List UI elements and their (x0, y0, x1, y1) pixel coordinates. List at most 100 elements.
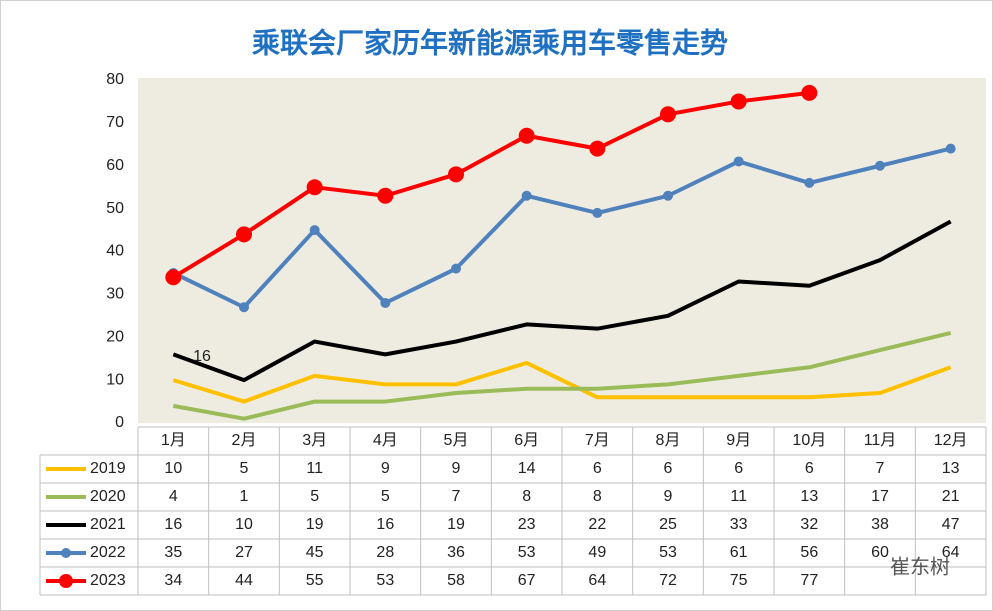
table-value: 25 (659, 516, 677, 533)
table-value: 49 (588, 544, 606, 561)
point (165, 269, 182, 286)
x-tick-label: 2月 (232, 432, 257, 449)
y-tick-label: 60 (106, 157, 124, 174)
series-line (172, 90, 810, 279)
x-tick-label: 7月 (585, 432, 610, 449)
table-value: 45 (306, 544, 324, 561)
point (592, 207, 603, 218)
table-value: 8 (593, 488, 602, 505)
table-value: 17 (871, 488, 889, 505)
table-value: 33 (730, 516, 748, 533)
table-value: 9 (664, 488, 673, 505)
y-tick-label: 50 (106, 200, 124, 217)
point (380, 297, 391, 308)
table-value: 56 (800, 544, 818, 561)
point (518, 127, 535, 144)
point (875, 160, 885, 171)
legend-label: 2021 (90, 516, 126, 533)
table-value: 77 (800, 572, 818, 589)
table-value: 72 (659, 572, 677, 589)
table-value: 19 (306, 516, 324, 533)
point (660, 106, 676, 123)
legend-label: 2023 (90, 572, 126, 589)
y-tick-label: 40 (106, 243, 124, 260)
table-value: 9 (452, 460, 461, 477)
table-value: 11 (306, 460, 323, 477)
series-line (172, 219, 952, 383)
x-tick-label: 8月 (656, 432, 681, 449)
point (306, 179, 323, 196)
legend-label: 2019 (90, 460, 126, 477)
chart-title: 乘联会厂家历年新能源乘用车零售走势 (252, 26, 728, 58)
table-value: 13 (942, 460, 960, 477)
table-value: 10 (235, 516, 253, 533)
table-value: 14 (518, 460, 536, 477)
table-value: 1 (240, 488, 249, 505)
table-value: 22 (588, 516, 606, 533)
plot-area (138, 78, 986, 423)
x-tick-label: 6月 (514, 432, 539, 449)
point (589, 140, 606, 157)
table-value: 47 (942, 516, 960, 533)
table-value: 7 (452, 488, 461, 505)
table-value: 53 (659, 544, 677, 561)
table-value: 10 (164, 460, 182, 477)
x-tick-label: 9月 (726, 432, 751, 449)
series-line (172, 360, 952, 404)
table-value: 7 (876, 460, 885, 477)
table-value: 34 (164, 572, 182, 589)
x-tick-label: 11月 (864, 432, 897, 449)
table-value: 16 (164, 516, 182, 533)
table-value: 38 (871, 516, 889, 533)
table-value: 23 (518, 516, 536, 533)
series-line (172, 146, 952, 310)
watermark: 崔东树 (890, 555, 950, 578)
y-tick-label: 70 (106, 114, 124, 131)
x-tick-label: 4月 (373, 432, 398, 449)
point (521, 190, 532, 201)
table-value: 16 (376, 516, 394, 533)
table-value: 61 (730, 544, 748, 561)
point (733, 156, 744, 167)
point (448, 166, 464, 183)
legend-marker (61, 548, 71, 558)
point (236, 226, 252, 243)
table-value: 5 (240, 460, 249, 477)
series-line (172, 331, 952, 421)
x-tick-label: 3月 (302, 432, 327, 449)
table-value: 6 (593, 460, 602, 477)
annotation: 16 (193, 348, 211, 365)
point (801, 84, 818, 101)
y-tick-label: 20 (106, 328, 124, 345)
x-tick-label: 12月 (934, 432, 968, 449)
x-tick-label: 5月 (444, 432, 469, 449)
x-tick-label: 1月 (161, 432, 186, 449)
table-value: 36 (447, 544, 465, 561)
table-value: 6 (734, 460, 743, 477)
table-value: 35 (164, 544, 182, 561)
table-value: 28 (376, 544, 394, 561)
table-value: 53 (518, 544, 536, 561)
x-tick-label: 10月 (792, 432, 826, 449)
table-value: 11 (730, 488, 747, 505)
legend-marker (59, 574, 73, 588)
table-value: 21 (942, 488, 960, 505)
legend-label: 2020 (90, 488, 126, 505)
table-value: 55 (306, 572, 324, 589)
table-value: 5 (381, 488, 390, 505)
y-tick-label: 10 (106, 371, 124, 388)
table-value: 6 (805, 460, 814, 477)
table-value: 8 (522, 488, 531, 505)
table-value: 53 (376, 572, 394, 589)
table-value: 60 (871, 544, 889, 561)
y-tick-label: 80 (106, 71, 124, 88)
point (239, 302, 249, 313)
table-value: 67 (518, 572, 536, 589)
y-tick-label: 0 (115, 414, 124, 431)
table-value: 6 (664, 460, 673, 477)
point (730, 93, 747, 110)
point (945, 143, 956, 154)
legend-label: 2022 (90, 544, 126, 561)
point (309, 225, 320, 236)
